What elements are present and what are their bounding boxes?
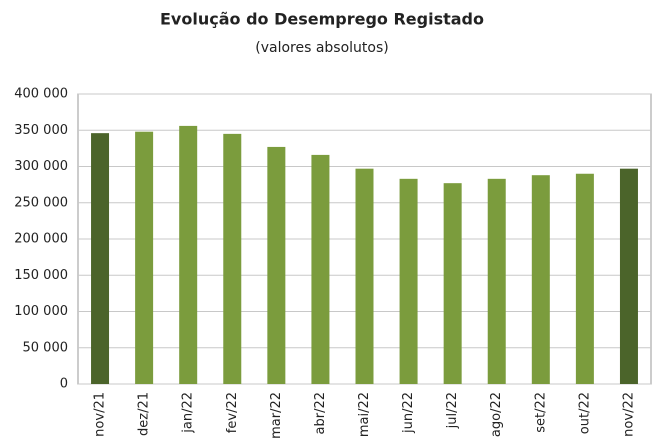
x-tick-label: jul/22	[445, 392, 460, 429]
y-tick-label: 0	[60, 377, 68, 392]
x-tick-label: jan/22	[181, 392, 196, 434]
bar	[135, 131, 154, 384]
bar	[91, 133, 110, 384]
x-tick-label: set/22	[533, 392, 548, 433]
x-tick-label: abr/22	[313, 392, 328, 435]
bar	[179, 125, 198, 385]
x-tick-label: jun/22	[401, 392, 416, 434]
y-tick-label: 400 000	[14, 87, 68, 102]
bar	[399, 178, 418, 384]
x-tick-label: nov/22	[621, 392, 636, 437]
y-tick-label: 150 000	[14, 268, 68, 283]
bar	[311, 154, 330, 384]
bar	[619, 168, 638, 384]
y-tick-label: 300 000	[14, 159, 68, 174]
bar	[531, 175, 550, 384]
y-tick-label: 350 000	[14, 123, 68, 138]
y-tick-label: 250 000	[14, 195, 68, 210]
bar	[355, 168, 374, 384]
bar	[443, 183, 462, 384]
bar	[223, 133, 242, 384]
x-tick-label: ago/22	[489, 392, 504, 437]
y-tick-label: 200 000	[14, 232, 68, 247]
bar	[487, 178, 506, 384]
x-tick-label: dez/21	[137, 392, 152, 436]
x-tick-label: nov/21	[93, 392, 108, 437]
chart-title: Evolução do Desemprego Registado	[160, 10, 484, 29]
x-tick-label: mai/22	[357, 392, 372, 437]
chart-subtitle: (valores absolutos)	[255, 40, 389, 56]
x-tick-label: out/22	[577, 392, 592, 434]
y-tick-label: 100 000	[14, 304, 68, 319]
x-tick-label: mar/22	[269, 392, 284, 439]
y-tick-label: 50 000	[23, 340, 69, 355]
bar	[575, 173, 594, 384]
x-tick-label: fev/22	[225, 392, 240, 433]
bar	[267, 146, 286, 384]
